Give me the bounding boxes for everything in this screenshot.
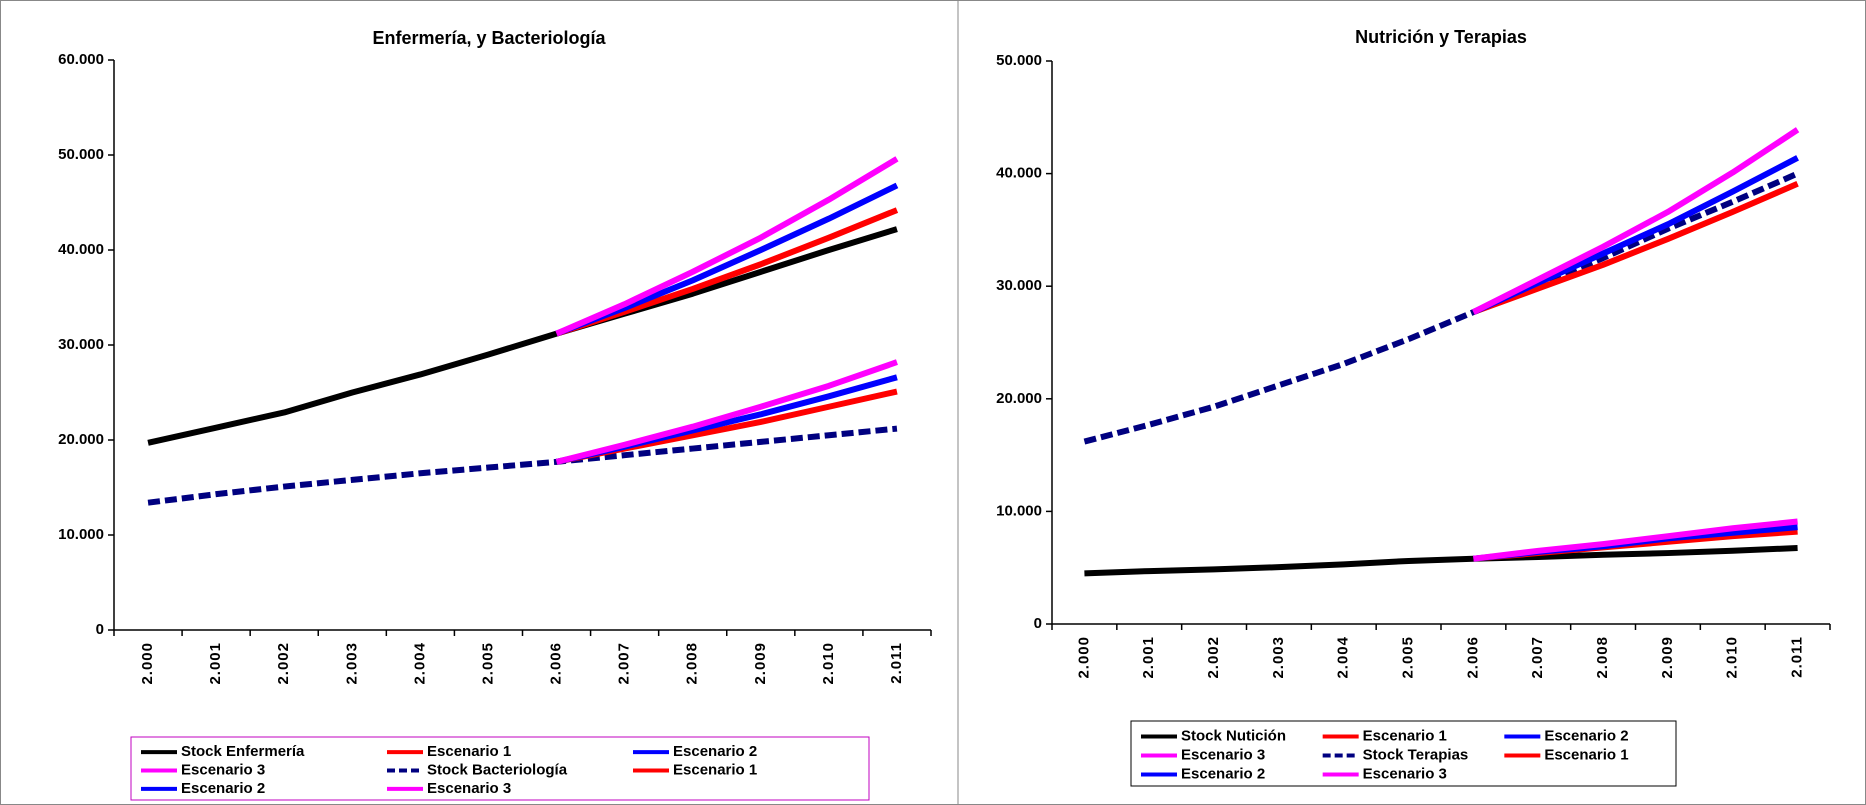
legend-box [1130, 720, 1677, 787]
legend-label: Escenario 1 [427, 743, 511, 760]
chart-title: Enfermería, y Bacteriología [372, 28, 606, 48]
x-tick-label: 2.009 [1659, 636, 1676, 679]
x-tick-label: 2.009 [752, 642, 769, 685]
legend-label: Stock Terapias [1363, 746, 1469, 763]
y-tick-label: 10.000 [58, 526, 104, 543]
x-tick-label: 2.005 [479, 642, 496, 685]
legend-label: Escenario 2 [673, 743, 757, 760]
series-line [1083, 170, 1799, 445]
x-tick-label: 2.003 [1270, 636, 1287, 679]
y-tick-label: 30.000 [996, 277, 1042, 294]
x-tick-label: 2.008 [1594, 636, 1611, 679]
y-tick-label: 30.000 [58, 336, 104, 353]
series-line [555, 359, 898, 465]
x-tick-label: 2.000 [1075, 636, 1092, 679]
series-line [147, 226, 898, 446]
y-tick-label: 50.000 [996, 52, 1042, 69]
x-tick-label: 2.002 [275, 642, 292, 685]
legend-label: Escenario 2 [1544, 727, 1628, 744]
series-line [1472, 180, 1799, 315]
y-tick-label: 20.000 [996, 390, 1042, 407]
x-tick-label: 2.003 [343, 642, 360, 685]
legend-label: Escenario 2 [181, 780, 265, 797]
series-line [1472, 127, 1800, 315]
legend-label: Escenario 2 [1181, 765, 1265, 782]
legend-box [130, 736, 870, 801]
x-tick-label: 2.001 [207, 642, 224, 685]
x-tick-label: 2.001 [1140, 636, 1157, 679]
y-tick-label: 40.000 [58, 241, 104, 258]
series-line [555, 156, 899, 337]
x-tick-label: 2.011 [888, 642, 905, 684]
legend-label: Stock Nutición [1181, 727, 1286, 744]
x-tick-label: 2.004 [1335, 636, 1352, 679]
x-tick-label: 2.008 [684, 642, 701, 685]
y-tick-label: 60.000 [58, 51, 104, 68]
series-line [1473, 518, 1798, 562]
series-line [147, 425, 898, 506]
x-tick-label: 2.006 [548, 642, 565, 685]
x-tick-label: 2.010 [1724, 636, 1741, 679]
x-tick-label: 2.011 [1789, 636, 1806, 678]
y-tick-label: 10.000 [996, 502, 1042, 519]
x-tick-label: 2.000 [139, 642, 156, 685]
legend-label: Escenario 3 [1181, 746, 1265, 763]
x-tick-label: 2.006 [1464, 636, 1481, 679]
x-tick-label: 2.005 [1400, 636, 1417, 679]
legend-label: Escenario 1 [1363, 727, 1447, 744]
y-tick-label: 0 [1034, 615, 1042, 632]
legend-label: Stock Enfermería [181, 743, 305, 760]
legend-label: Escenario 3 [1363, 765, 1447, 782]
legend-label: Stock Bacteriología [427, 761, 568, 778]
series-line [1084, 544, 1798, 577]
legend-label: Escenario 1 [673, 761, 757, 778]
x-tick-label: 2.007 [616, 642, 633, 685]
chart-title: Nutrición y Terapias [1355, 27, 1527, 47]
legend-label: Escenario 3 [427, 780, 511, 797]
y-tick-label: 20.000 [58, 431, 104, 448]
y-tick-label: 40.000 [996, 165, 1042, 182]
legend-label: Escenario 3 [181, 761, 265, 778]
x-tick-label: 2.002 [1205, 636, 1222, 679]
x-tick-label: 2.007 [1529, 636, 1546, 679]
y-tick-label: 0 [96, 621, 104, 638]
x-tick-label: 2.004 [411, 642, 428, 685]
x-tick-label: 2.010 [820, 642, 837, 685]
legend-label: Escenario 1 [1544, 746, 1628, 763]
y-tick-label: 50.000 [58, 146, 104, 163]
